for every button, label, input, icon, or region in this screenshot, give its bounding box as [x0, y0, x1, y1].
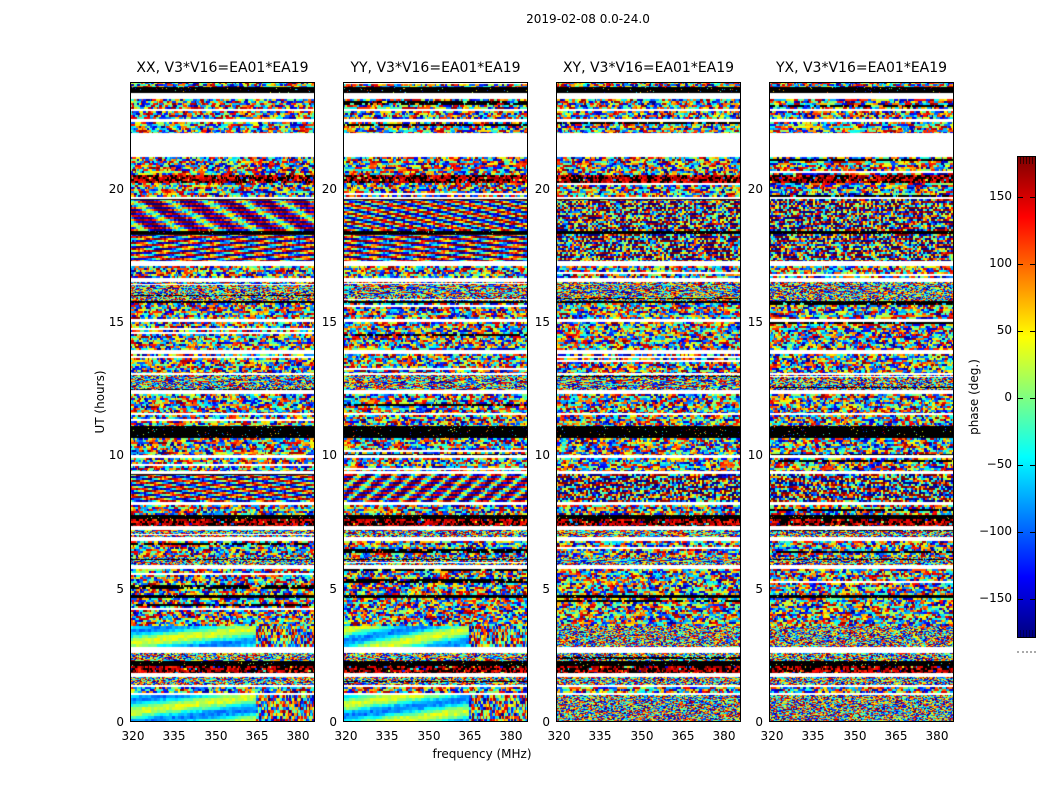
colorbar-tick-label: 50	[996, 323, 1012, 337]
y-tick-label: 20	[534, 181, 550, 196]
panel-yy-heatmap	[343, 82, 528, 722]
x-tick-label: 320	[547, 729, 571, 743]
colorbar-tick	[1018, 465, 1023, 466]
x-tick-label: 380	[499, 729, 523, 743]
panel-xy-heatmap	[556, 82, 741, 722]
y-axis-label: UT (hours)	[93, 370, 107, 434]
colorbar-outside-dots	[1017, 651, 1036, 653]
colorbar-tick	[1030, 599, 1035, 600]
y-tick-label: 10	[534, 448, 550, 463]
colorbar-tick	[1030, 532, 1035, 533]
panel-yx-heatmap	[769, 82, 954, 722]
y-tick-label: 5	[329, 581, 337, 596]
y-tick-label: 0	[755, 715, 763, 729]
y-tick-label: 20	[321, 181, 337, 196]
panel-yy: YY, V3*V16=EA01*EA19 0 5 10 15 20 320 33…	[322, 60, 528, 743]
y-tick-label: 15	[747, 315, 763, 329]
figure-title: 2019-02-08 0.0-24.0	[526, 12, 650, 26]
y-tick-label: 5	[542, 581, 550, 596]
colorbar-tick	[1030, 197, 1035, 198]
x-tick-label: 380	[712, 729, 736, 743]
colorbar-tick-label: 150	[989, 189, 1012, 203]
y-tick-label: 5	[116, 581, 124, 596]
panel-xx: XX, V3*V16=EA01*EA19 0 5 10 15 20 320 33…	[109, 60, 315, 743]
panel-xx-heatmap	[130, 82, 315, 722]
colorbar-tick-label: −100	[979, 524, 1012, 538]
panel-yy-title: YY, V3*V16=EA01*EA19	[350, 60, 521, 76]
panel-xx-title: XX, V3*V16=EA01*EA19	[136, 60, 309, 76]
colorbar-tick-label: 0	[1004, 390, 1012, 404]
y-tick-label: 15	[321, 315, 337, 329]
x-tick-label: 335	[801, 729, 825, 743]
x-tick-label: 350	[204, 729, 228, 743]
colorbar-minor-ticks-bottom	[1020, 630, 1033, 637]
colorbar-tick-label: 100	[989, 256, 1012, 270]
colorbar-tick	[1030, 264, 1035, 265]
colorbar-tick	[1018, 264, 1023, 265]
y-tick-label: 20	[108, 181, 124, 196]
x-tick-label: 320	[760, 729, 784, 743]
y-tick-label: 20	[747, 181, 763, 196]
colorbar-gradient	[1018, 157, 1035, 637]
colorbar-tick	[1030, 331, 1035, 332]
colorbar-tick	[1018, 398, 1023, 399]
colorbar	[1017, 156, 1036, 638]
y-tick-label: 0	[329, 715, 337, 729]
y-tick-label: 15	[534, 315, 550, 329]
colorbar-tick	[1018, 532, 1023, 533]
x-tick-label: 350	[843, 729, 867, 743]
x-tick-label: 365	[458, 729, 482, 743]
colorbar-tick	[1030, 398, 1035, 399]
y-tick-label: 10	[747, 448, 763, 463]
x-tick-label: 380	[925, 729, 949, 743]
x-tick-label: 335	[162, 729, 186, 743]
colorbar-tick	[1018, 197, 1023, 198]
colorbar-tick	[1018, 331, 1023, 332]
y-tick-label: 15	[108, 315, 124, 329]
colorbar-tick-label: −150	[979, 591, 1012, 605]
colorbar-tick	[1018, 599, 1023, 600]
panel-xy: XY, V3*V16=EA01*EA19 0 5 10 15 20 320 33…	[535, 60, 741, 743]
x-tick-label: 365	[245, 729, 269, 743]
colorbar-tick-label: −50	[986, 457, 1012, 471]
y-tick-label: 0	[542, 715, 550, 729]
y-tick-label: 5	[755, 581, 763, 596]
x-tick-label: 350	[630, 729, 654, 743]
colorbar-minor-ticks-top	[1020, 157, 1033, 164]
x-tick-label: 320	[334, 729, 358, 743]
x-tick-label: 335	[588, 729, 612, 743]
x-tick-label: 380	[286, 729, 310, 743]
y-tick-label: 10	[321, 448, 337, 463]
panel-yx-title: YX, V3*V16=EA01*EA19	[775, 60, 948, 76]
y-tick-label: 10	[108, 448, 124, 463]
panel-xy-title: XY, V3*V16=EA01*EA19	[562, 60, 735, 76]
x-tick-label: 320	[121, 729, 145, 743]
panel-yx: YX, V3*V16=EA01*EA19 0 5 10 15 20 320 33…	[748, 60, 954, 743]
colorbar-tick	[1030, 465, 1035, 466]
y-tick-label: 0	[116, 715, 124, 729]
x-tick-label: 335	[375, 729, 399, 743]
x-tick-label: 350	[417, 729, 441, 743]
x-axis-label: frequency (MHz)	[432, 747, 532, 761]
x-tick-label: 365	[671, 729, 695, 743]
x-tick-label: 365	[884, 729, 908, 743]
